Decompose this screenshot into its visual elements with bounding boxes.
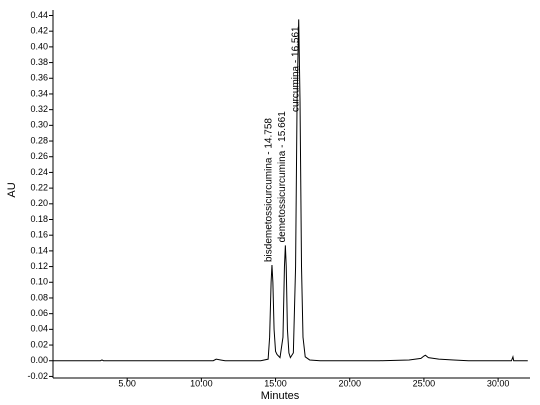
x-tick-label: 10.00 bbox=[190, 378, 213, 388]
y-tick-label: 0.28 bbox=[30, 135, 48, 145]
y-tick-label: 0.06 bbox=[30, 308, 48, 318]
y-tick-label: 0.02 bbox=[30, 339, 48, 349]
y-tick-label: 0.04 bbox=[30, 324, 48, 334]
y-tick-label: 0.16 bbox=[30, 230, 48, 240]
x-tick-label: 30.00 bbox=[487, 378, 510, 388]
y-tick-label: 0.10 bbox=[30, 277, 48, 287]
y-tick-label: 0.22 bbox=[30, 182, 48, 192]
peak-label: curcumina - 16.561 bbox=[290, 26, 301, 112]
x-tick-label: 15.00 bbox=[264, 378, 287, 388]
y-tick-label: -0.02 bbox=[27, 371, 48, 381]
y-tick-label: 0.00 bbox=[30, 355, 48, 365]
y-tick-label: 0.40 bbox=[30, 41, 48, 51]
y-tick-label: 0.34 bbox=[30, 88, 48, 98]
y-tick-label: 0.14 bbox=[30, 245, 48, 255]
peak-label: demetossicurcumina - 15.661 bbox=[277, 111, 288, 243]
y-tick-label: 0.38 bbox=[30, 57, 48, 67]
y-tick-label: 0.08 bbox=[30, 292, 48, 302]
x-tick-label: 5.00 bbox=[118, 378, 136, 388]
x-tick-label: 20.00 bbox=[338, 378, 361, 388]
y-tick-label: 0.44 bbox=[30, 10, 48, 20]
x-tick-label: 25.00 bbox=[413, 378, 436, 388]
y-tick-label: 0.30 bbox=[30, 120, 48, 130]
y-tick-label: 0.32 bbox=[30, 104, 48, 114]
y-tick-label: 0.24 bbox=[30, 167, 48, 177]
x-axis-title: Minutes bbox=[261, 390, 300, 402]
y-tick-label: 0.18 bbox=[30, 214, 48, 224]
y-tick-label: 0.20 bbox=[30, 198, 48, 208]
trace bbox=[53, 19, 528, 362]
y-tick-label: 0.42 bbox=[30, 26, 48, 36]
peak-label: bisdemetossicurcumina - 14.758 bbox=[264, 118, 275, 262]
y-tick-label: 0.12 bbox=[30, 261, 48, 271]
y-tick-label: 0.36 bbox=[30, 73, 48, 83]
y-tick-label: 0.26 bbox=[30, 151, 48, 161]
y-axis-title: AU bbox=[6, 182, 18, 197]
